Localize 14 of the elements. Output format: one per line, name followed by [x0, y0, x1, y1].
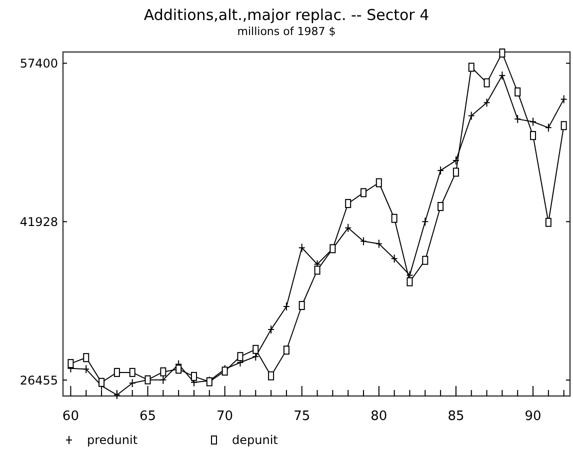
chart-subtitle: millions of 1987 $ [237, 25, 336, 38]
chart-title: Additions,alt.,major replac. -- Sector 4 [144, 6, 430, 24]
x-tick-label: 90 [524, 409, 542, 424]
x-tick-label: 70 [216, 409, 234, 424]
legend-label: predunit [87, 433, 138, 448]
x-tick-label: 85 [448, 409, 464, 424]
y-tick-label: 26455 [20, 373, 58, 388]
x-tick-label: 75 [294, 409, 310, 424]
x-tick-label: 65 [139, 409, 156, 424]
x-tick-label: 60 [62, 409, 79, 424]
legend-label: depunit [232, 433, 278, 448]
y-tick-label: 41928 [20, 214, 58, 229]
x-tick-label: 80 [370, 409, 388, 424]
y-tick-label: 57400 [20, 56, 58, 70]
